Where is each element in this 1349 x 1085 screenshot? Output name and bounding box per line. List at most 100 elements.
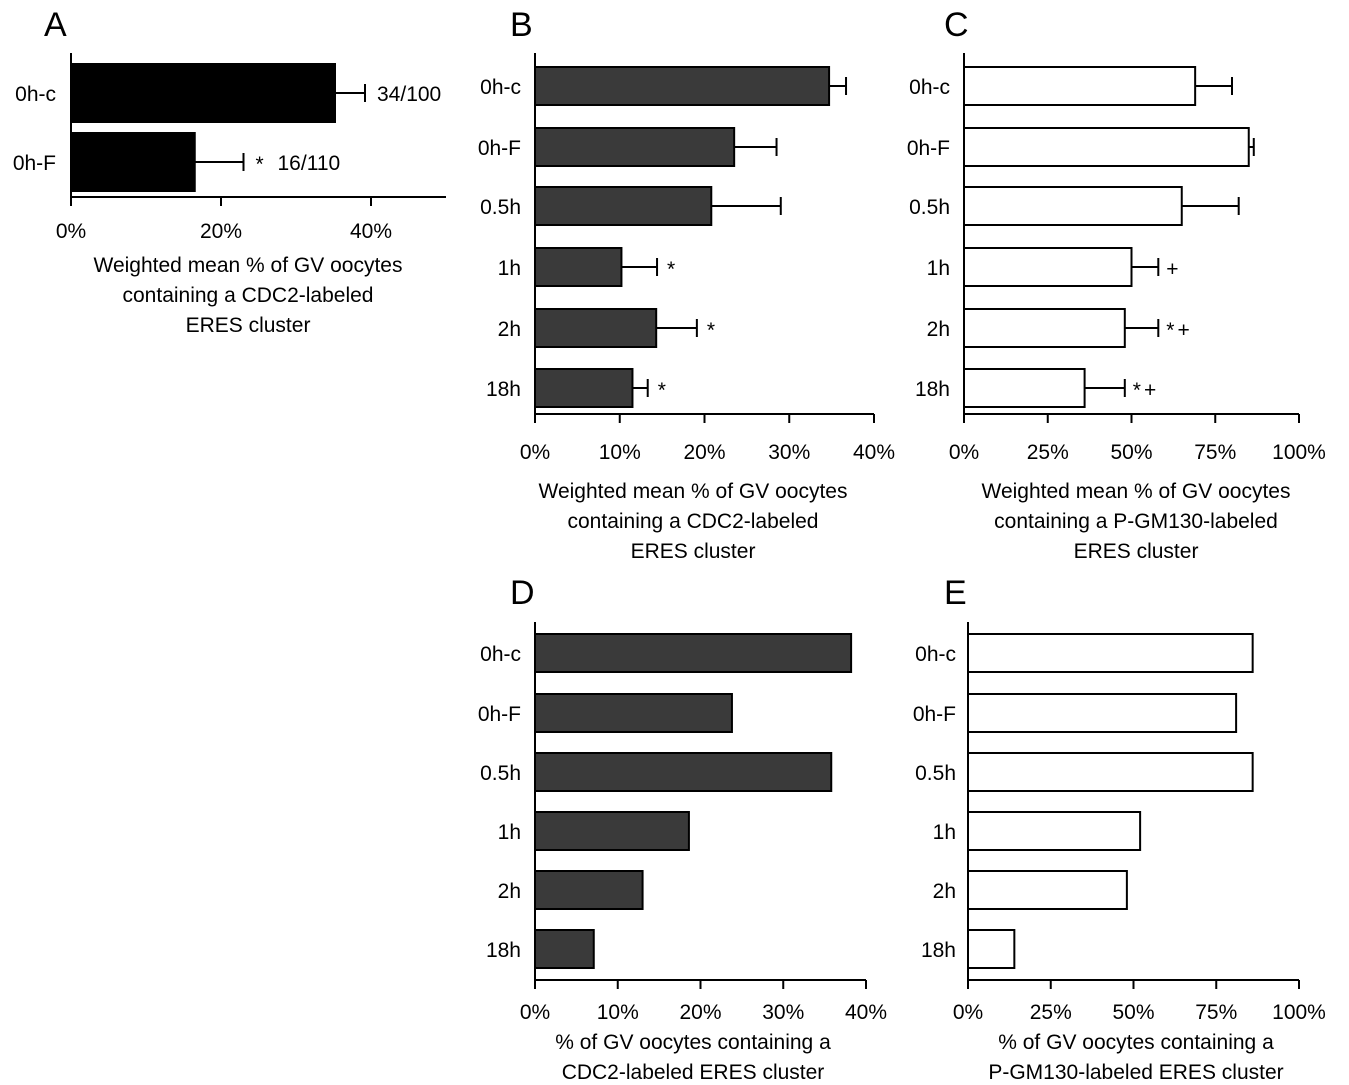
panel-a-significance-marker: *: [256, 153, 267, 176]
panel-b-x-axis-label: ERES cluster: [631, 540, 756, 563]
panel-e-x-tick-label: 50%: [1112, 1001, 1154, 1024]
panel-d-category-label: 0h-F: [478, 703, 521, 726]
panel-b-letter: B: [510, 6, 533, 44]
panel-c-x-tick-label: 0%: [949, 441, 979, 464]
panel-d-category-label: 0.5h: [480, 762, 521, 785]
panel-b-category-label: 1h: [498, 257, 521, 280]
panel-b-bar: [534, 127, 736, 167]
panel-d-x-axis-label: % of GV oocytes containing a: [555, 1031, 831, 1054]
panel-b-bar: [534, 368, 634, 408]
panel-a-x-axis-label: Weighted mean % of GV oocytes: [94, 254, 403, 277]
panel-e-x-axis-label: % of GV oocytes containing a: [998, 1031, 1274, 1054]
panel-a-bar: [70, 132, 196, 192]
panel-c-significance-marker: *+: [1133, 379, 1159, 402]
panel-a-x-axis-label: containing a CDC2-labeled: [123, 284, 374, 307]
panel-b-x-axis-label: containing a CDC2-labeled: [568, 510, 819, 533]
panel-c-x-axis-label: Weighted mean % of GV oocytes: [982, 480, 1291, 503]
panel-b-x-tick-label: 20%: [683, 441, 725, 464]
panel-a-category-label: 0h-F: [13, 152, 56, 175]
panel-c-category-label: 0h-c: [909, 76, 950, 99]
panel-b-x-tick-label: 10%: [599, 441, 641, 464]
panel-b-category-label: 2h: [498, 318, 521, 341]
panel-c-category-label: 18h: [915, 378, 950, 401]
panel-c-category-label: 2h: [927, 318, 950, 341]
panel-e-bar: [967, 811, 1142, 851]
panel-c-bar: [963, 127, 1250, 167]
panel-e-bar: [967, 633, 1254, 673]
panel-b-x-tick-label: 0%: [520, 441, 550, 464]
panel-e-x-axis-label: P-GM130-labeled ERES cluster: [988, 1061, 1283, 1084]
panel-e-bar: [967, 929, 1016, 969]
panel-d-x-tick-label: 20%: [679, 1001, 721, 1024]
panel-b-significance-marker: *: [707, 319, 718, 342]
panel-c-bar: [963, 247, 1133, 287]
panel-d-x-tick-label: 0%: [520, 1001, 550, 1024]
panel-a-x-axis-label: ERES cluster: [186, 314, 311, 337]
panel-d-letter: D: [510, 574, 535, 612]
panel-b-category-label: 0h-F: [478, 137, 521, 160]
panel-b-category-label: 18h: [486, 378, 521, 401]
panel-e-category-label: 0h-c: [915, 643, 956, 666]
panel-e-bar: [967, 752, 1254, 792]
panel-d-bar: [534, 693, 733, 733]
panel-e-bar: [967, 870, 1128, 910]
panel-b-significance-marker: *: [667, 258, 678, 281]
panel-e-x-tick-label: 0%: [953, 1001, 983, 1024]
panel-e-category-label: 2h: [933, 880, 956, 903]
panel-d-x-tick-label: 40%: [845, 1001, 887, 1024]
panel-b-x-axis-label: Weighted mean % of GV oocytes: [539, 480, 848, 503]
panel-d-bar: [534, 633, 853, 673]
panel-a-category-label: 0h-c: [15, 83, 56, 106]
panel-a-x-tick-label: 20%: [200, 220, 242, 243]
panel-e-category-label: 0.5h: [915, 762, 956, 785]
panel-c-bar: [963, 66, 1197, 106]
panel-b-x-tick-label: 30%: [768, 441, 810, 464]
panel-a-count-annotation: 34/100: [377, 83, 441, 106]
panel-a-x-tick-label: 0%: [56, 220, 86, 243]
panel-d-bar: [534, 811, 690, 851]
panel-c-category-label: 1h: [927, 257, 950, 280]
panel-c-x-axis-label: containing a P-GM130-labeled: [994, 510, 1278, 533]
panel-c-significance-marker: +: [1166, 258, 1181, 281]
panel-c-category-label: 0h-F: [907, 137, 950, 160]
panel-e-x-tick-label: 75%: [1195, 1001, 1237, 1024]
panel-b-bar: [534, 186, 713, 226]
panel-d-category-label: 18h: [486, 939, 521, 962]
panel-c-bar: [963, 368, 1086, 408]
panel-e-bar: [967, 693, 1238, 733]
panel-e-x-tick-label: 25%: [1030, 1001, 1072, 1024]
panel-c-bar: [963, 186, 1183, 226]
panel-d-category-label: 1h: [498, 821, 521, 844]
panel-c-x-tick-label: 100%: [1272, 441, 1326, 464]
panel-c-x-tick-label: 25%: [1027, 441, 1069, 464]
panel-c-category-label: 0.5h: [909, 196, 950, 219]
panel-b-significance-marker: *: [658, 379, 669, 402]
panel-d-bar: [534, 870, 644, 910]
panel-b-category-label: 0h-c: [480, 76, 521, 99]
panel-e-x-tick-label: 100%: [1272, 1001, 1326, 1024]
panel-c-x-axis-label: ERES cluster: [1074, 540, 1199, 563]
panel-d-bar: [534, 752, 833, 792]
panel-a-x-tick-label: 40%: [350, 220, 392, 243]
panel-a-bar: [70, 63, 336, 123]
panel-d-category-label: 2h: [498, 880, 521, 903]
panel-d-bar: [534, 929, 595, 969]
panel-b-category-label: 0.5h: [480, 196, 521, 219]
panel-d-category-label: 0h-c: [480, 643, 521, 666]
panel-c-x-tick-label: 75%: [1194, 441, 1236, 464]
panel-c-significance-marker: *+: [1166, 319, 1192, 342]
panel-c-x-tick-label: 50%: [1110, 441, 1152, 464]
panel-d-x-axis-label: CDC2-labeled ERES cluster: [562, 1061, 825, 1084]
panel-c-bar: [963, 308, 1126, 348]
panel-b-x-tick-label: 40%: [853, 441, 895, 464]
panel-a-letter: A: [44, 6, 67, 44]
panel-a-count-annotation: 16/110: [278, 152, 341, 175]
panel-e-category-label: 18h: [921, 939, 956, 962]
panel-b-bar: [534, 66, 831, 106]
panel-d-x-tick-label: 30%: [762, 1001, 804, 1024]
panel-e-letter: E: [944, 574, 967, 612]
panel-b-bar: [534, 308, 658, 348]
panel-b-bar: [534, 247, 623, 287]
panel-e-category-label: 1h: [933, 821, 956, 844]
